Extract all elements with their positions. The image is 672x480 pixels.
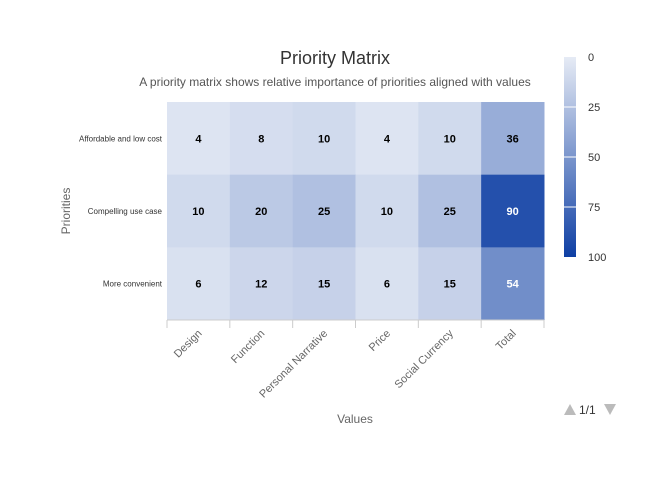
color-legend: 0 25 50 75 100 xyxy=(564,52,606,264)
y-axis-labels: Affordable and low cost Compelling use ca… xyxy=(79,134,163,288)
heatmap-cell-label: 10 xyxy=(318,133,330,145)
heatmap-cell-label: 6 xyxy=(384,279,390,291)
heatmap-cell[interactable] xyxy=(481,102,545,176)
x-axis-tick-label: Function xyxy=(229,328,267,366)
heatmap-cell[interactable] xyxy=(355,247,419,321)
legend-pager: 1/1 xyxy=(564,403,616,417)
heatmap-cell[interactable] xyxy=(418,174,482,248)
heatmap-cell-label: 10 xyxy=(381,206,393,218)
x-axis-tick-label: Personal Narrative xyxy=(257,328,330,401)
heatmap-cell-label: 25 xyxy=(444,206,456,218)
heatmap-cell[interactable] xyxy=(292,102,356,176)
x-axis-title: Values xyxy=(337,412,373,426)
heatmap-cell-label: 6 xyxy=(195,279,201,291)
x-axis-tick-label: Social Currency xyxy=(392,327,456,391)
color-legend-tick-label: 25 xyxy=(588,102,600,114)
heatmap-cell[interactable] xyxy=(418,247,482,321)
heatmap-cell[interactable] xyxy=(481,247,545,321)
heatmap-cell[interactable] xyxy=(229,102,294,176)
heatmap-cell[interactable] xyxy=(167,102,231,176)
heatmap-cell-label: 8 xyxy=(258,133,264,145)
heatmap-cell-label: 4 xyxy=(384,133,391,145)
heatmap-cell[interactable] xyxy=(229,247,294,321)
heatmap-cell-label: 15 xyxy=(318,279,330,291)
x-axis-tick-label: Total xyxy=(494,328,519,353)
heatmap-cell[interactable] xyxy=(355,102,419,176)
chart-subtitle: A priority matrix shows relative importa… xyxy=(139,75,531,89)
x-axis-tick-label: Design xyxy=(172,328,205,361)
heatmap-cell-labels: 4 8 10 4 10 36 10 20 25 10 25 90 6 12 15 6 15 54 xyxy=(192,133,519,290)
pager-down-icon[interactable] xyxy=(604,404,616,415)
heatmap-cell[interactable] xyxy=(355,174,419,248)
chart-title: Priority Matrix xyxy=(280,48,390,68)
y-axis-tick-label: More convenient xyxy=(103,280,163,289)
color-legend-tick-label: 0 xyxy=(588,52,594,64)
heatmap-cell-label: 12 xyxy=(255,279,267,291)
color-legend-tick-label: 75 xyxy=(588,202,600,214)
y-axis-tick-label: Compelling use case xyxy=(88,207,163,216)
pager-label: 1/1 xyxy=(579,403,596,417)
heatmap-cell[interactable] xyxy=(418,102,482,176)
heatmap-cell-label: 25 xyxy=(318,206,330,218)
heatmap-cell[interactable] xyxy=(229,174,294,248)
heatmap-cell-label: 54 xyxy=(506,279,519,291)
y-axis-tick-label: Affordable and low cost xyxy=(79,134,163,143)
heatmap-cell-label: 10 xyxy=(444,133,456,145)
heatmap-cell[interactable] xyxy=(167,247,231,321)
pager-up-icon[interactable] xyxy=(564,404,576,415)
color-legend-tick-label: 50 xyxy=(588,152,600,164)
heatmap-cell-label: 90 xyxy=(506,206,518,218)
heatmap-cell[interactable] xyxy=(167,174,231,248)
heatmap-cell[interactable] xyxy=(292,247,356,321)
heatmap-cell[interactable] xyxy=(481,174,545,248)
heatmap-cell[interactable] xyxy=(292,174,356,248)
x-axis-tick-label: Price xyxy=(367,328,393,354)
heatmap-cell-label: 4 xyxy=(195,133,202,145)
y-axis-title: Priorities xyxy=(59,188,73,235)
heatmap-cells xyxy=(167,102,545,321)
heatmap-cell-label: 20 xyxy=(255,206,267,218)
heatmap-cell-label: 15 xyxy=(444,279,456,291)
heatmap-cell-label: 10 xyxy=(192,206,204,218)
color-legend-tick-label: 100 xyxy=(588,252,606,264)
heatmap-cell-label: 36 xyxy=(506,133,518,145)
